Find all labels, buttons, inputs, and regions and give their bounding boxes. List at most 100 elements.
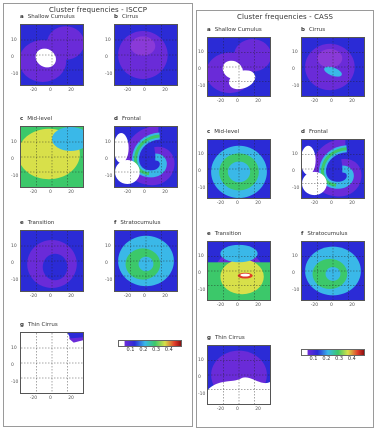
- x-tick-label: -20: [29, 88, 38, 93]
- y-tick-label: -10: [105, 278, 113, 284]
- contour-map: [301, 139, 365, 199]
- y-tick-label: -10: [11, 380, 19, 386]
- y-tick-label: -10: [292, 83, 300, 89]
- right-panel-e: e Transition 10 0 -10 -20 0 20: [198, 231, 271, 308]
- panel-name: Transition: [27, 220, 55, 226]
- y-tick-label: 0: [105, 157, 108, 162]
- contour-map: [207, 37, 271, 97]
- y-tick-label: 10: [292, 152, 298, 158]
- y-tick-label: 10: [198, 152, 204, 158]
- x-tick-label: -20: [123, 88, 132, 93]
- x-tick-label: -20: [216, 303, 225, 308]
- x-tick-label: -20: [310, 99, 319, 104]
- cass-figure-title: Cluster frequencies - CASS: [236, 13, 334, 21]
- panel-label: b Cirrus: [114, 14, 138, 20]
- left-colorbar: 0.1 0.2 0.3 0.4: [118, 340, 182, 353]
- panel-letter: c: [20, 116, 24, 122]
- contour-map: [207, 241, 271, 301]
- y-tick-label: 0: [11, 55, 14, 60]
- y-tick-label: 10: [292, 50, 298, 56]
- panel-label: e Transition: [20, 220, 54, 226]
- contour-map: [207, 139, 271, 199]
- y-tick-label: 10: [11, 37, 17, 43]
- y-tick-label: 0: [198, 67, 201, 72]
- panel-name: Cirrus: [308, 27, 326, 33]
- y-tick-label: 10: [11, 139, 17, 145]
- x-tick-label: 0: [330, 99, 333, 104]
- y-tick-label: -10: [198, 391, 206, 397]
- x-tick-label: 0: [143, 88, 146, 93]
- left-panel-a: a Shallow Cumulus 10 0 -10 -20 0 20: [11, 14, 84, 93]
- x-tick-label: 20: [68, 294, 74, 299]
- x-tick-label: -20: [310, 303, 319, 308]
- contour-map: [20, 332, 84, 394]
- y-tick-label: 0: [105, 55, 108, 60]
- y-tick-label: 0: [11, 363, 14, 368]
- x-tick-label: -20: [216, 201, 225, 206]
- x-tick-label: 0: [236, 303, 239, 308]
- panel-label: b Cirrus: [301, 27, 325, 33]
- y-tick-label: -10: [11, 72, 19, 78]
- y-tick-label: 10: [105, 243, 111, 249]
- x-tick-label: 20: [162, 190, 168, 195]
- y-tick-label: 10: [198, 254, 204, 260]
- panel-name: Mid-level: [214, 129, 240, 135]
- panel-letter: a: [207, 27, 211, 33]
- panel-label: e Transition: [207, 231, 241, 237]
- contour-map: [114, 24, 178, 86]
- right-panel-a: a Shallow Cumulus 10 0 -10 -20 0 20: [198, 27, 271, 104]
- panel-letter: d: [301, 129, 305, 135]
- panel-letter: d: [114, 116, 118, 122]
- x-tick-label: 20: [68, 396, 74, 401]
- y-tick-label: 10: [11, 345, 17, 351]
- panel-name: Mid-level: [27, 116, 53, 122]
- y-tick-label: -10: [198, 287, 206, 293]
- y-tick-label: -10: [198, 83, 206, 89]
- y-tick-label: 10: [292, 254, 298, 260]
- panel-label: f Stratocumulus: [301, 231, 347, 237]
- panel-label: a Shallow Cumulus: [207, 27, 262, 33]
- y-tick-label: 10: [198, 50, 204, 56]
- y-tick-label: 0: [105, 261, 108, 266]
- x-tick-label: 0: [49, 190, 52, 195]
- x-tick-label: 0: [330, 303, 333, 308]
- contour-map: [114, 126, 178, 188]
- x-tick-label: -20: [216, 99, 225, 104]
- y-tick-label: -10: [105, 174, 113, 180]
- panel-label: d Frontal: [114, 116, 141, 122]
- panel-label: g Thin Cirrus: [207, 335, 245, 341]
- colorbar-tick-label: 0.2: [322, 356, 331, 362]
- y-tick-label: -10: [292, 185, 300, 191]
- isccp-figure-title: Cluster frequencies - ISCCP: [48, 6, 148, 14]
- x-tick-label: 20: [255, 407, 261, 412]
- x-tick-label: 20: [349, 99, 355, 104]
- colorbar-tick-label: 0.3: [335, 356, 344, 362]
- x-tick-label: -20: [29, 190, 38, 195]
- x-tick-label: 0: [236, 99, 239, 104]
- x-tick-label: 20: [255, 99, 261, 104]
- y-tick-label: 10: [105, 139, 111, 145]
- panel-letter: g: [207, 335, 211, 341]
- contour-map: [20, 24, 84, 86]
- panel-letter: b: [114, 14, 118, 20]
- y-tick-label: 0: [198, 375, 201, 380]
- panel-label: c Mid-level: [207, 129, 239, 135]
- contour-map: [301, 37, 365, 97]
- x-tick-label: 0: [49, 88, 52, 93]
- y-tick-label: 10: [105, 37, 111, 43]
- panel-name: Transition: [214, 231, 242, 237]
- left-panel-b: b Cirrus 10 0 -10 -20 0 20: [105, 14, 178, 93]
- contour-map: [20, 126, 84, 188]
- x-tick-label: 20: [255, 303, 261, 308]
- y-tick-label: 0: [198, 169, 201, 174]
- right-panel-g: g Thin Cirrus 10 0 -10 -20 0 20: [198, 335, 271, 412]
- contour-map: [20, 230, 84, 292]
- panel-name: Frontal: [308, 129, 328, 135]
- y-tick-label: -10: [198, 185, 206, 191]
- y-tick-label: 10: [198, 358, 204, 364]
- left-panel-c: c Mid-level 10 0 -10 -20 0 20: [11, 116, 84, 195]
- panel-name: Stratocumulus: [307, 231, 348, 237]
- y-tick-label: 10: [11, 243, 17, 249]
- x-tick-label: 20: [162, 88, 168, 93]
- y-tick-label: 0: [11, 261, 14, 266]
